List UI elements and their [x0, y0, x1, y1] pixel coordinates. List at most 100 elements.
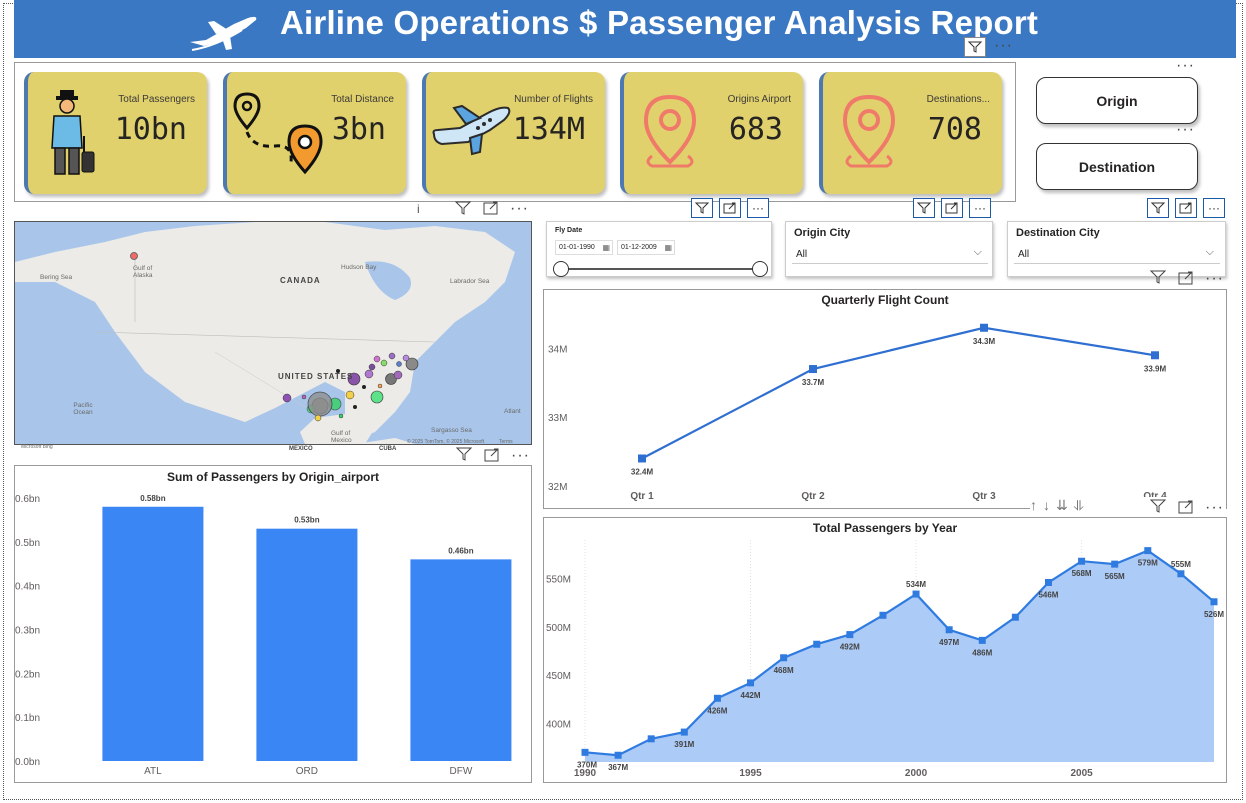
range-start-handle[interactable]	[553, 261, 569, 277]
filter-icon[interactable]	[1147, 198, 1169, 218]
quarterly-line-chart-visual[interactable]: Quarterly Flight Count 32M 33M 34M 32.4M 33.…	[543, 289, 1227, 509]
destination-city-slicer[interactable]: Destination City All ⌵	[1007, 221, 1226, 277]
map-label-labrador-sea: Labrador Sea	[450, 278, 490, 285]
drill-up-icon[interactable]: ↑	[1030, 497, 1043, 513]
data-label: 367M	[608, 763, 628, 772]
y-tick-label: 33M	[548, 413, 567, 424]
data-point	[1144, 547, 1152, 555]
data-point	[1210, 598, 1218, 606]
date-range-track[interactable]	[561, 268, 761, 270]
data-point	[1111, 560, 1119, 568]
map-label-atlantic: Atlant	[504, 408, 521, 415]
area-chart-canvas: 400M 450M 500M 550M 1990 1995 2000 2005 370M 367M…	[546, 540, 1224, 779]
filter-icon[interactable]	[1149, 270, 1167, 289]
more-options-icon[interactable]: ···	[994, 37, 1013, 54]
more-options-icon[interactable]: ···	[1176, 121, 1195, 138]
y-tick-label: 0.3bn	[15, 626, 40, 637]
data-label: 555M	[1171, 560, 1191, 569]
x-tick-label: DFW	[450, 766, 473, 777]
y-tick-label: 550M	[546, 575, 571, 586]
map-attribution: © 2025 TomTom, © 2025 Microsoft	[407, 439, 485, 445]
chevron-down-icon[interactable]: ⌵	[973, 246, 982, 258]
focus-mode-icon[interactable]	[1178, 500, 1194, 519]
more-options-icon[interactable]: ···	[1205, 499, 1224, 516]
data-label: 0.58bn	[140, 494, 165, 503]
start-date-input[interactable]: 01-01-1990 ▦	[555, 240, 613, 255]
end-date-input[interactable]: 01-12-2009 ▦	[617, 240, 675, 255]
y-tick-label: 0.1bn	[15, 713, 40, 724]
map-label-hudson-bay: Hudson Bay	[341, 264, 377, 271]
kpi-value: 134M	[512, 112, 585, 147]
filter-icon[interactable]	[454, 201, 472, 220]
drill-down-icon[interactable]: ↓	[1043, 497, 1056, 513]
more-options-icon[interactable]: ···	[511, 447, 530, 464]
data-point	[581, 748, 589, 756]
origin-button[interactable]: Origin	[1036, 77, 1198, 124]
data-label: 370M	[577, 760, 597, 769]
data-label: 497M	[939, 638, 959, 647]
filter-icon[interactable]	[455, 447, 473, 466]
focus-mode-icon[interactable]	[1175, 198, 1197, 218]
calendar-icon[interactable]: ▦	[664, 243, 672, 252]
start-date-value: 01-01-1990	[559, 244, 595, 251]
map-label-pacific-ocean: Pacific Ocean	[73, 402, 93, 416]
filter-icon[interactable]	[913, 198, 935, 218]
slicer-title: Origin City	[794, 227, 851, 239]
focus-mode-icon[interactable]	[484, 448, 500, 467]
destination-city-dropdown[interactable]: All ⌵	[1014, 244, 1220, 264]
data-point	[1151, 351, 1159, 360]
destination-button[interactable]: Destination	[1036, 143, 1198, 190]
map-provider-logo: Microsoft Bing	[21, 444, 53, 450]
x-tick-label: 1990	[574, 768, 597, 779]
more-options-icon[interactable]: ···	[1205, 270, 1224, 287]
bar-chart-canvas: 0.0bn 0.1bn 0.2bn 0.3bn 0.4bn 0.5bn 0.6bn 0.58b…	[15, 494, 512, 777]
fly-date-slicer[interactable]: Fly Date 01-01-1990 ▦ 01-12-2009 ▦	[546, 221, 772, 277]
expand-all-icon[interactable]: ⥥	[1073, 497, 1090, 513]
origin-city-dropdown[interactable]: All ⌵	[792, 244, 988, 264]
y-tick-label: 0.0bn	[15, 757, 40, 768]
data-point	[813, 640, 821, 648]
chevron-down-icon[interactable]: ⌵	[1205, 246, 1214, 258]
focus-mode-icon[interactable]	[1178, 271, 1194, 290]
filter-icon[interactable]	[1149, 499, 1167, 518]
map-visual[interactable]: CANADA UNITED STATES MEXICO CUBA Hudson …	[14, 221, 532, 452]
more-options-icon[interactable]: ···	[1176, 57, 1195, 74]
data-label: 546M	[1038, 590, 1058, 599]
expand-next-level-icon[interactable]: ⇊	[1056, 497, 1074, 513]
data-point	[1078, 557, 1086, 565]
data-label: 568M	[1072, 569, 1092, 578]
more-options-icon[interactable]: ···	[1203, 198, 1225, 218]
more-options-icon[interactable]: ···	[969, 198, 991, 218]
series-line	[641, 326, 1156, 460]
map-canvas[interactable]	[15, 222, 531, 444]
line-chart-canvas: 32M 33M 34M 32.4M 33.7M 34.3M 33.9M Qtr 1 Qtr 2 Q…	[548, 323, 1167, 502]
report-header: Airline Operations $ Passenger Analysis …	[14, 0, 1236, 58]
calendar-icon[interactable]: ▦	[602, 243, 610, 252]
map-label-canada: CANADA	[280, 276, 321, 285]
more-options-icon[interactable]: ···	[510, 200, 529, 217]
x-tick-label: ORD	[296, 766, 318, 777]
filter-icon[interactable]	[691, 198, 713, 218]
origin-city-slicer[interactable]: Origin City All ⌵	[785, 221, 993, 277]
x-tick-label: 2005	[1070, 768, 1093, 779]
info-icon[interactable]: i	[417, 202, 420, 216]
focus-mode-icon[interactable]	[719, 198, 741, 218]
dropdown-value: All	[796, 249, 808, 260]
focus-mode-icon[interactable]	[483, 201, 499, 220]
data-point	[680, 728, 688, 736]
kpi-label: Destinations...	[926, 94, 990, 105]
kpi-number-of-flights: Number of Flights 134M	[422, 72, 605, 194]
kpi-destinations-airport: Destinations... 708	[819, 72, 1002, 194]
map-terms-link[interactable]: Terms	[499, 439, 513, 445]
chart-title: Total Passengers by Year	[812, 521, 958, 535]
more-options-icon[interactable]: ···	[747, 198, 769, 218]
focus-mode-icon[interactable]	[941, 198, 963, 218]
bar-chart-visual[interactable]: Sum of Passengers by Origin_airport 0.0b…	[14, 465, 532, 783]
end-date-value: 01-12-2009	[621, 244, 657, 251]
y-tick-label: 0.4bn	[15, 582, 40, 593]
yearly-area-chart-visual[interactable]: Total Passengers by Year 400M 450M 500M 550…	[543, 517, 1227, 783]
data-label: 0.53bn	[294, 516, 319, 525]
data-label: 468M	[774, 666, 794, 675]
filter-icon[interactable]	[964, 37, 986, 57]
range-end-handle[interactable]	[752, 261, 768, 277]
